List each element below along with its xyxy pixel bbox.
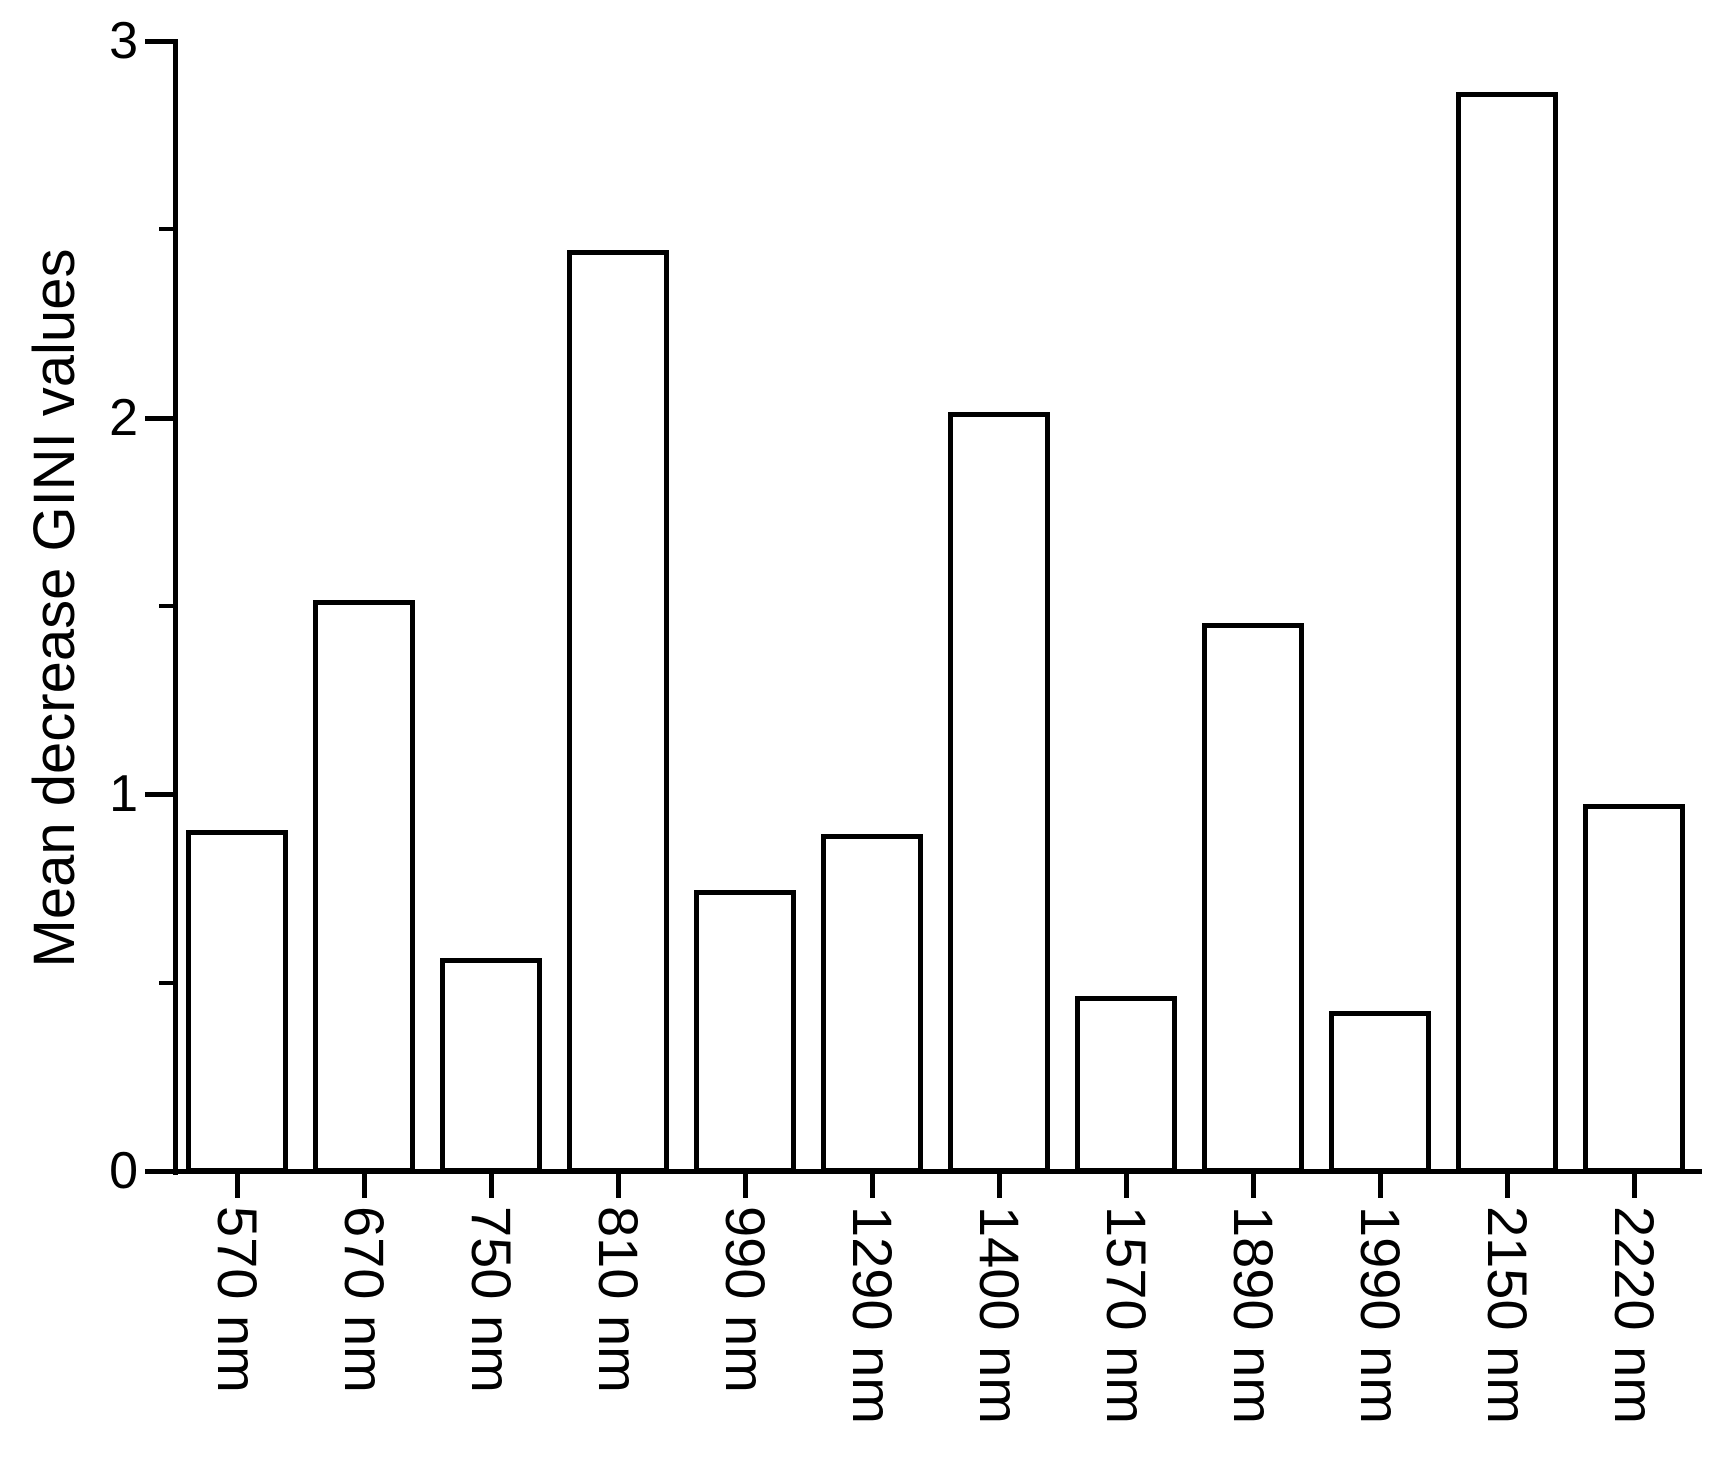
- y-major-tick: [145, 792, 175, 798]
- bar-570-nm: [186, 830, 288, 1173]
- x-tick: [870, 1174, 875, 1198]
- y-tick-label: 0: [109, 1142, 138, 1200]
- y-minor-tick: [159, 227, 175, 232]
- y-major-tick: [145, 38, 175, 44]
- y-axis-line: [173, 39, 178, 1175]
- x-tick: [1251, 1174, 1256, 1198]
- x-tick-label: 1570 nm: [1095, 1206, 1158, 1424]
- x-tick-label: 990 nm: [714, 1206, 777, 1393]
- x-tick-label: 810 nm: [587, 1206, 650, 1393]
- bar-1400-nm: [948, 412, 1050, 1173]
- y-tick-label: 3: [109, 11, 138, 70]
- bar-1990-nm: [1329, 1011, 1431, 1173]
- y-tick-label: 2: [109, 388, 138, 447]
- y-tick-label: 1: [109, 765, 138, 824]
- x-tick: [362, 1174, 367, 1198]
- y-major-tick: [145, 1169, 175, 1174]
- bar-1570-nm: [1075, 996, 1177, 1173]
- x-tick: [1505, 1174, 1510, 1198]
- x-tick-label: 2220 nm: [1603, 1206, 1666, 1424]
- x-tick: [1632, 1174, 1637, 1198]
- x-tick-label: 1990 nm: [1349, 1206, 1412, 1424]
- x-tick-label: 750 nm: [460, 1206, 523, 1393]
- y-major-tick: [145, 415, 175, 421]
- x-tick: [489, 1174, 494, 1198]
- x-tick: [235, 1174, 240, 1198]
- bar-1290-nm: [821, 834, 923, 1173]
- bar-670-nm: [313, 600, 415, 1173]
- y-minor-tick: [159, 603, 175, 608]
- x-tick-label: 570 nm: [206, 1206, 269, 1393]
- x-tick-label: 670 nm: [333, 1206, 396, 1393]
- x-tick: [997, 1174, 1002, 1198]
- bar-1890-nm: [1202, 623, 1304, 1173]
- bar-750-nm: [440, 958, 542, 1173]
- y-minor-tick: [159, 980, 175, 985]
- bar-990-nm: [694, 890, 796, 1173]
- x-tick-label: 1400 nm: [968, 1206, 1031, 1424]
- x-tick: [616, 1174, 621, 1198]
- x-tick: [1378, 1174, 1383, 1198]
- x-tick-label: 1290 nm: [841, 1206, 904, 1424]
- x-tick-label: 2150 nm: [1476, 1206, 1539, 1424]
- x-axis-line: [173, 1169, 1702, 1174]
- x-tick: [743, 1174, 748, 1198]
- bar-2220-nm: [1583, 804, 1685, 1173]
- y-axis-title: Mean decrease GINI values: [22, 248, 87, 968]
- x-tick-label: 1890 nm: [1222, 1206, 1285, 1424]
- x-tick: [1124, 1174, 1129, 1198]
- bar-810-nm: [567, 250, 669, 1173]
- bar-2150-nm: [1456, 92, 1558, 1173]
